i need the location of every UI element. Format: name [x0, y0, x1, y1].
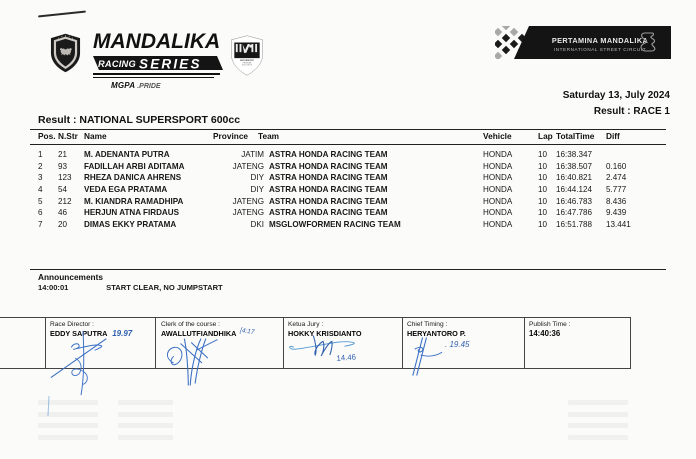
svg-text:SERIES: SERIES — [139, 56, 202, 71]
svg-text:INTERNATIONAL STREET CIRCUIT: INTERNATIONAL STREET CIRCUIT — [554, 47, 646, 52]
svg-text:PERTAMINA MANDALIKA: PERTAMINA MANDALIKA — [552, 36, 649, 45]
svg-text:14.46: 14.46 — [336, 352, 356, 362]
svg-text:MOTORSPORT: MOTORSPORT — [240, 60, 255, 62]
svg-text:RACING: RACING — [98, 59, 136, 69]
